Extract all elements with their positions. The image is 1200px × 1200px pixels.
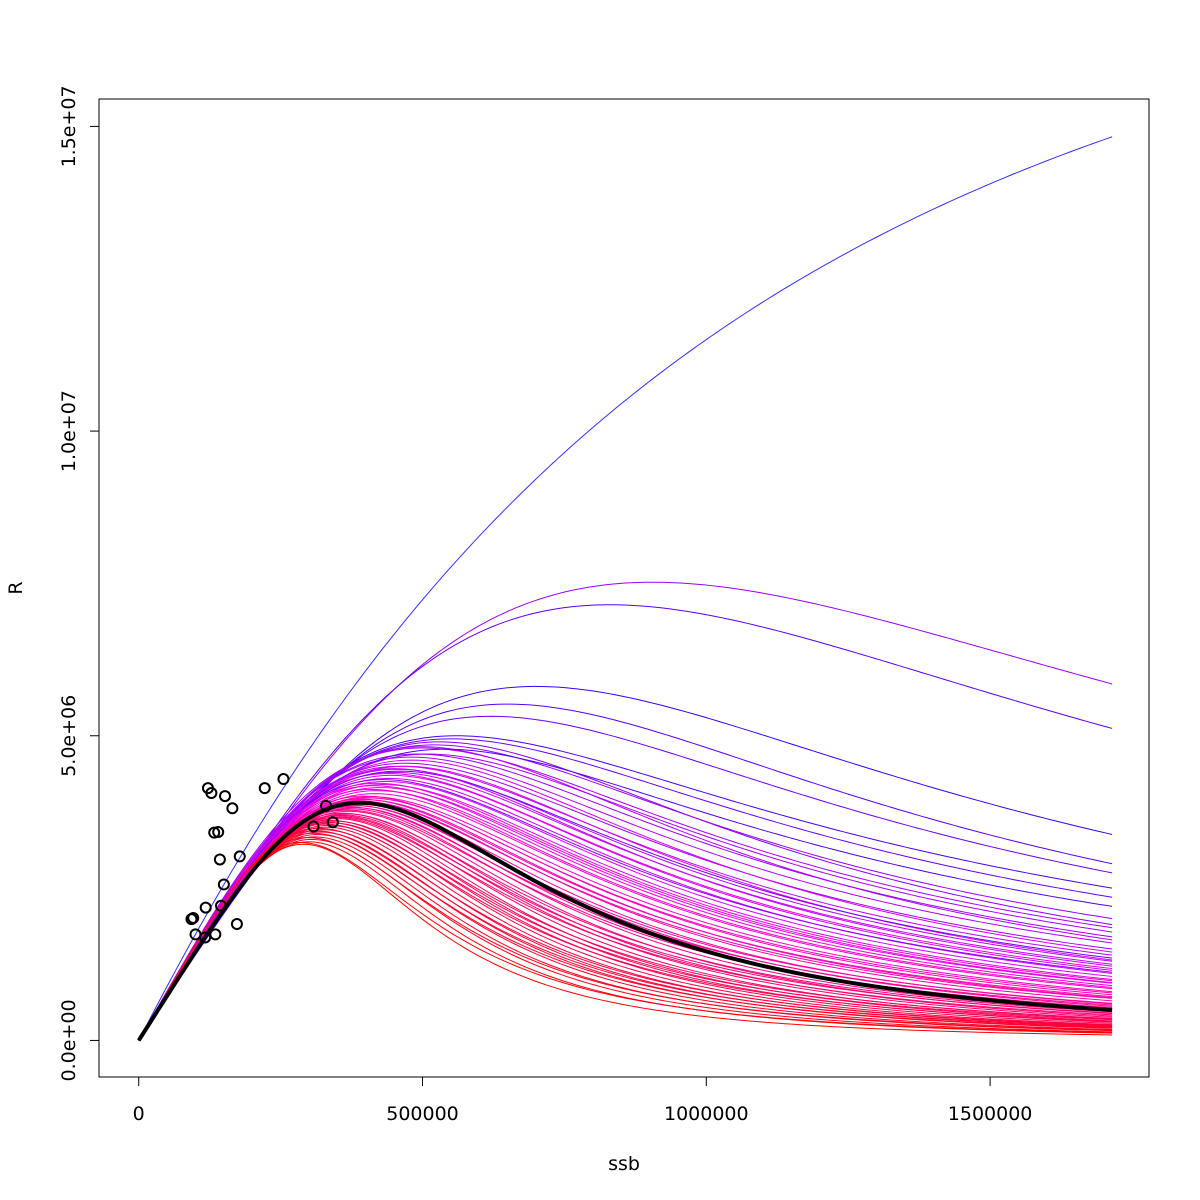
simulated-curve — [138, 830, 1113, 1041]
observation-point — [230, 918, 243, 931]
simulated-curve — [138, 827, 1113, 1041]
observation-point — [226, 802, 239, 815]
simulated-curve — [138, 837, 1113, 1041]
y-axis: 0.0e+00 5.0e+06 1.0e+07 1.5e+07 — [58, 85, 100, 1081]
simulated-curve — [138, 753, 1113, 1041]
simulated-curve — [138, 795, 1113, 1041]
observation-point — [320, 799, 333, 812]
x-tick-label: 0 — [133, 1103, 145, 1125]
observation-point — [307, 820, 320, 833]
simulated-curve — [138, 800, 1113, 1041]
x-axis: 0 500000 1000000 1500000 — [133, 1076, 1033, 1125]
x-axis-title: ssb — [608, 1153, 640, 1175]
simulated-curve — [138, 785, 1113, 1041]
observation-point — [199, 901, 212, 914]
simulated-curve — [138, 747, 1113, 1041]
fitted-curve — [137, 800, 1113, 1042]
observation-point — [199, 931, 212, 944]
observation-point — [217, 878, 230, 891]
simulated-curve — [138, 136, 1113, 1041]
observation-point — [209, 928, 222, 941]
simulated-curve — [138, 836, 1113, 1041]
simulated-curve — [138, 738, 1113, 1041]
simulated-curve — [138, 838, 1113, 1041]
simulated-curve — [138, 788, 1113, 1041]
x-tick-label: 1500000 — [948, 1103, 1033, 1125]
simulated-curve — [138, 768, 1113, 1041]
simulated-curve — [138, 746, 1113, 1041]
observation-points — [185, 773, 339, 944]
simulated-curve — [138, 832, 1113, 1041]
simulated-curve — [138, 581, 1113, 1041]
fitted-curve-group — [137, 800, 1113, 1042]
simulated-curve — [138, 843, 1113, 1041]
observation-point — [219, 790, 231, 803]
y-tick-label: 5.0e+06 — [58, 695, 80, 777]
y-axis-title: R — [5, 581, 27, 594]
observation-point — [233, 850, 246, 863]
observation-point — [185, 913, 198, 926]
observation-point — [326, 816, 339, 829]
simulated-curve — [138, 841, 1113, 1041]
observation-point — [205, 787, 218, 800]
simulated-curve — [138, 826, 1113, 1041]
simulated-curve — [138, 756, 1113, 1041]
simulated-curve — [138, 829, 1113, 1041]
y-tick-label: 1.5e+07 — [58, 85, 80, 167]
simulated-curve — [138, 820, 1113, 1041]
simulated-curves — [138, 136, 1113, 1041]
observation-point — [215, 899, 228, 912]
simulated-curve — [138, 782, 1113, 1041]
x-tick-label: 500000 — [386, 1103, 459, 1125]
simulated-curve — [138, 798, 1113, 1041]
observation-point — [212, 826, 225, 839]
observation-point — [258, 782, 271, 795]
simulated-curve — [138, 773, 1113, 1041]
y-tick-label: 1.0e+07 — [58, 390, 80, 472]
y-tick-label: 0.0e+00 — [58, 999, 80, 1081]
observation-point — [277, 773, 290, 786]
observation-point — [213, 853, 226, 866]
simulated-curve — [138, 823, 1113, 1041]
simulated-curve — [138, 822, 1113, 1041]
simulated-curve — [138, 765, 1113, 1041]
simulated-curve — [138, 604, 1113, 1041]
simulated-curve — [138, 821, 1113, 1041]
simulated-curve — [138, 834, 1113, 1041]
simulated-curve — [138, 784, 1113, 1041]
x-tick-label: 1000000 — [664, 1103, 749, 1125]
